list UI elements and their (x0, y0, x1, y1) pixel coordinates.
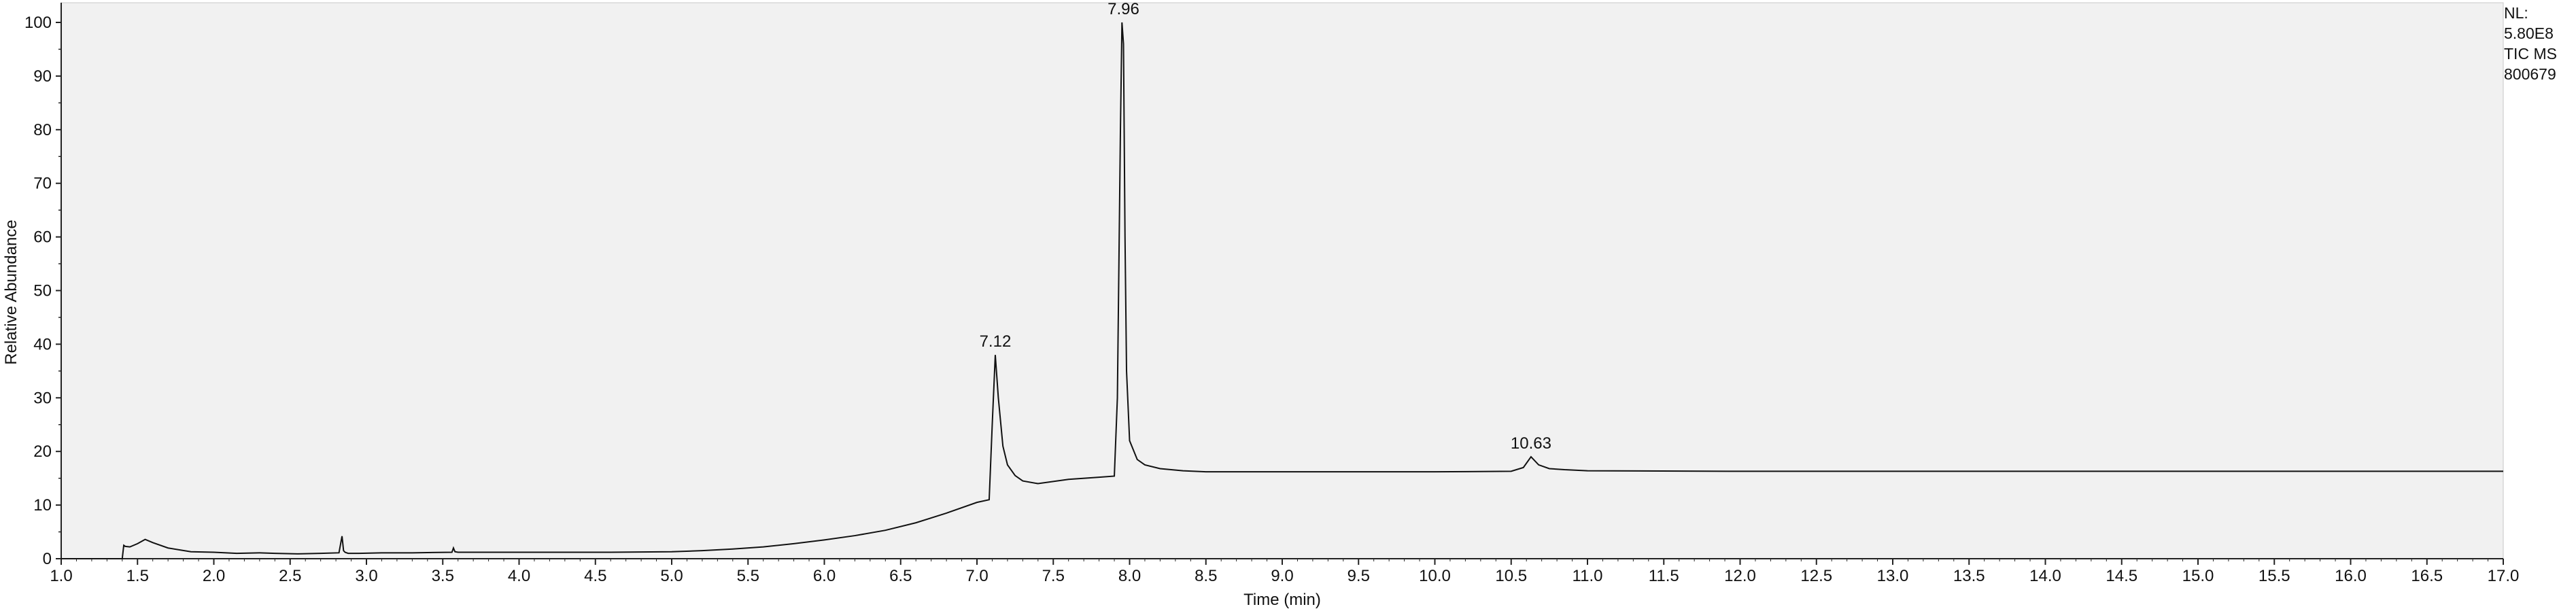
peak-label: 7.96 (1107, 0, 1139, 18)
x-tick-label: 6.0 (813, 567, 836, 585)
y-tick-label: 90 (33, 67, 52, 86)
y-tick-label: 70 (33, 175, 52, 193)
y-tick-label: 0 (43, 550, 52, 568)
x-tick-label: 2.0 (203, 567, 225, 585)
x-tick-label: 5.0 (660, 567, 683, 585)
y-tick-label: 100 (24, 14, 52, 32)
peak-label: 7.12 (980, 332, 1012, 351)
x-tick-label: 8.5 (1195, 567, 1217, 585)
y-axis: 0 10 20 30 40 50 60 70 80 90 100 (24, 14, 61, 568)
x-tick-label: 14.5 (2106, 567, 2137, 585)
x-tick-label: 17.0 (2488, 567, 2520, 585)
x-tick-label: 12.5 (1800, 567, 1832, 585)
x-tick-label: 15.0 (2182, 567, 2214, 585)
x-tick-label: 16.5 (2411, 567, 2443, 585)
x-tick-label: 1.0 (50, 567, 72, 585)
x-tick-label: 4.0 (508, 567, 530, 585)
x-tick-label: 3.0 (355, 567, 377, 585)
y-tick-label: 80 (33, 121, 52, 139)
x-tick-label: 13.5 (1953, 567, 1985, 585)
peak-label: 10.63 (1511, 434, 1551, 453)
normalization-info-box: NL: 5.80E8 TIC MS 800679 (2504, 3, 2557, 84)
x-axis-title: Time (min) (1243, 591, 1321, 609)
x-tick-label: 5.5 (737, 567, 759, 585)
x-tick-label: 3.5 (432, 567, 454, 585)
x-tick-label: 12.0 (1724, 567, 1756, 585)
x-tick-label: 4.5 (584, 567, 606, 585)
x-tick-label: 8.0 (1118, 567, 1141, 585)
x-tick-label: 11.5 (1649, 567, 1679, 585)
x-tick-label: 14.0 (2029, 567, 2061, 585)
x-tick-label: 9.5 (1347, 567, 1370, 585)
x-tick-label: 11.0 (1573, 567, 1603, 585)
y-tick-label: 40 (33, 335, 52, 353)
x-tick-label: 16.0 (2335, 567, 2367, 585)
y-tick-label: 10 (33, 496, 52, 515)
plot-area (61, 2, 2504, 559)
y-tick-label: 30 (33, 389, 52, 407)
x-tick-label: 6.5 (889, 567, 912, 585)
file-id: 800679 (2504, 65, 2556, 83)
nl-value: 5.80E8 (2504, 24, 2554, 42)
x-tick-label: 13.0 (1877, 567, 1909, 585)
x-tick-label: 9.0 (1271, 567, 1293, 585)
y-axis-title: Relative Abundance (2, 220, 20, 365)
x-tick-label: 7.5 (1042, 567, 1065, 585)
x-tick-label: 15.5 (2259, 567, 2290, 585)
y-tick-label: 50 (33, 282, 52, 300)
peak-labels: 7.12 7.96 10.63 (980, 0, 1551, 453)
x-tick-label: 10.5 (1495, 567, 1527, 585)
x-axis: 1.0 1.5 2.0 2.5 3.0 3.5 4.0 4.5 5.0 5.5 6.0 6.5 7.0 7… (50, 559, 2519, 585)
x-tick-label: 1.5 (126, 567, 149, 585)
tic-trace-line (61, 22, 2503, 559)
x-tick-label: 2.5 (279, 567, 301, 585)
y-tick-label: 60 (33, 228, 52, 247)
x-tick-label: 10.0 (1419, 567, 1451, 585)
nl-label: NL: (2504, 4, 2528, 22)
y-tick-label: 20 (33, 442, 52, 461)
x-tick-label: 7.0 (965, 567, 988, 585)
scan-filter: TIC MS (2504, 45, 2557, 63)
